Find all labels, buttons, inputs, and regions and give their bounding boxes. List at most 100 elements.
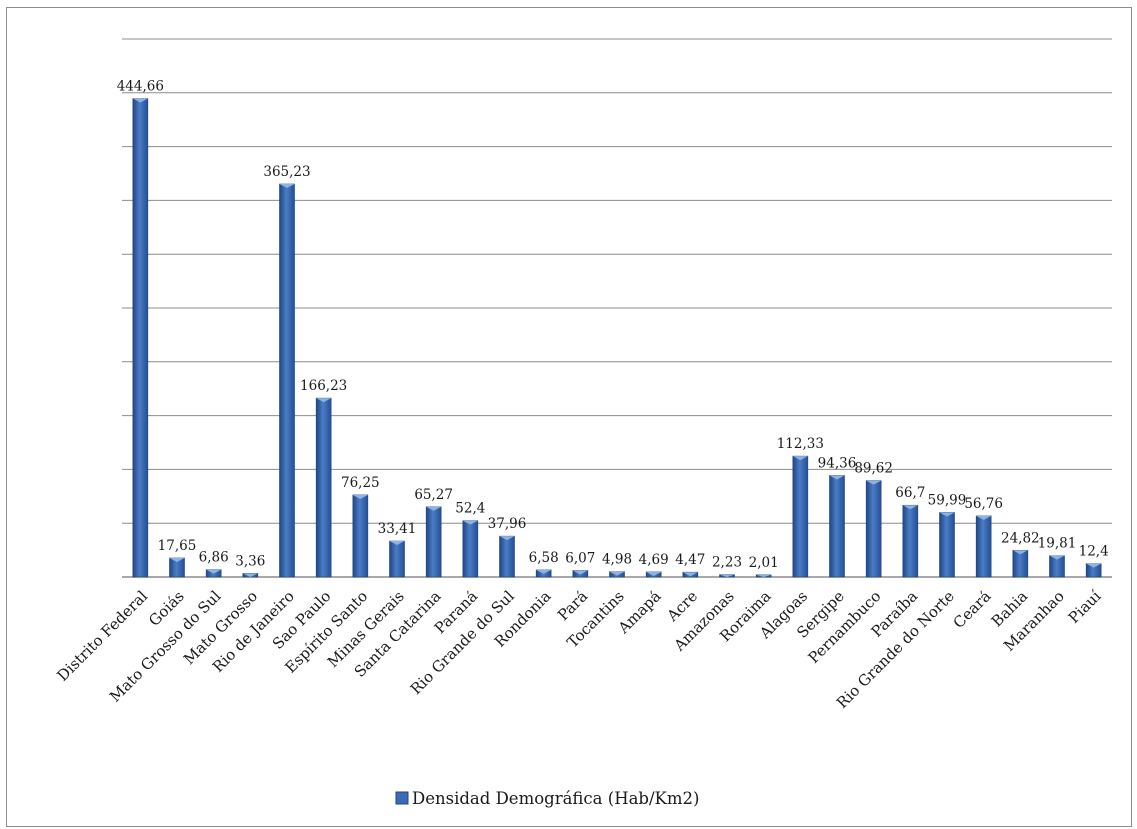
bar-cap — [352, 494, 368, 499]
bar-body — [865, 480, 882, 578]
bar — [755, 574, 772, 578]
data-label: 2,01 — [749, 555, 779, 571]
data-label: 3,36 — [235, 553, 265, 569]
bar — [682, 571, 699, 578]
bar-cap — [132, 98, 148, 103]
bar — [1085, 563, 1102, 578]
data-label: 19,81 — [1038, 536, 1077, 552]
bar-cap — [1049, 555, 1065, 560]
bar — [499, 535, 515, 578]
bar — [352, 494, 369, 578]
bar — [205, 569, 222, 578]
data-label: 4,98 — [602, 552, 632, 568]
bar-cap — [572, 570, 588, 575]
bar-cap — [279, 184, 295, 189]
data-label: 76,25 — [341, 475, 380, 491]
data-label: 56,76 — [964, 496, 1003, 512]
bar — [279, 183, 295, 578]
bar-cap — [1012, 550, 1028, 555]
bar-body — [389, 540, 405, 578]
bars — [132, 98, 1102, 578]
bar — [535, 569, 552, 578]
data-label: 59,99 — [928, 492, 967, 508]
category-label: Ceará — [950, 587, 995, 632]
category-label: Piauí — [1065, 587, 1105, 627]
data-label: 112,33 — [777, 436, 824, 452]
bar-body — [462, 520, 479, 578]
bar — [132, 98, 149, 578]
bar — [572, 570, 589, 578]
bar-body — [132, 98, 149, 578]
bar — [425, 506, 442, 578]
bar-body — [1012, 549, 1029, 578]
bar — [829, 475, 845, 578]
bar-cap — [609, 571, 625, 576]
data-label: 365,23 — [263, 164, 310, 180]
bar-body — [499, 535, 515, 578]
bar — [609, 571, 625, 578]
bar-body — [425, 506, 442, 578]
bar-cap — [792, 456, 808, 461]
bar-body — [792, 455, 809, 578]
bar-cap — [426, 506, 442, 511]
bar-body — [829, 475, 845, 578]
data-label: 444,66 — [117, 79, 164, 95]
bar-cap — [462, 520, 478, 525]
bar — [975, 515, 992, 578]
bar — [792, 455, 809, 578]
data-label: 6,58 — [529, 550, 559, 566]
bar — [645, 571, 662, 578]
bar-cap — [866, 480, 882, 485]
bar-body — [975, 515, 992, 578]
bar — [242, 573, 259, 578]
bar — [389, 540, 405, 578]
data-label: 89,62 — [854, 461, 893, 477]
bar-cap — [389, 541, 405, 546]
bar — [719, 574, 735, 578]
bar-cap — [756, 574, 772, 577]
data-label: 94,36 — [818, 455, 857, 471]
data-label: 6,86 — [199, 550, 229, 566]
data-labels: 444,66 17,656,86 3,36 365,23 166,23 76,25 33,4… — [117, 79, 1109, 571]
legend-label: Densidad Demográfica (Hab/Km2) — [412, 789, 699, 808]
bar — [315, 397, 332, 578]
bar-cap — [682, 572, 698, 577]
bar — [169, 557, 185, 578]
bar-cap — [499, 536, 515, 541]
bar-body — [902, 504, 919, 578]
data-label: 66,7 — [895, 485, 925, 501]
bar — [865, 480, 882, 578]
data-label: 65,27 — [414, 487, 453, 503]
data-label: 12,4 — [1079, 544, 1109, 560]
bar-cap — [646, 571, 662, 576]
data-label: 52,4 — [455, 501, 485, 517]
bar-body — [315, 397, 332, 578]
data-label: 37,96 — [488, 516, 527, 532]
bar-cap — [169, 558, 185, 563]
bar-cap — [902, 505, 918, 510]
bar-cap — [719, 574, 735, 577]
bar-cap — [316, 398, 332, 403]
bar-body — [939, 512, 955, 578]
data-label: 4,47 — [675, 552, 705, 568]
bar — [902, 504, 919, 578]
legend-swatch — [395, 791, 409, 805]
data-label: 6,07 — [565, 550, 595, 566]
bar — [1012, 549, 1029, 578]
data-label: 2,23 — [712, 555, 742, 571]
data-label: 33,41 — [378, 521, 417, 537]
bar-cap — [829, 475, 845, 480]
data-label: 24,82 — [1001, 530, 1040, 546]
data-label: 4,69 — [639, 552, 669, 568]
data-label: 166,23 — [300, 378, 347, 394]
bar-body — [279, 183, 295, 578]
bar-cap — [242, 573, 258, 577]
bar-cap — [536, 569, 552, 574]
bar — [1049, 555, 1065, 578]
bar-cap — [1086, 563, 1102, 568]
bar — [939, 512, 955, 578]
data-label: 17,65 — [158, 538, 197, 554]
bar-cap — [206, 569, 222, 574]
